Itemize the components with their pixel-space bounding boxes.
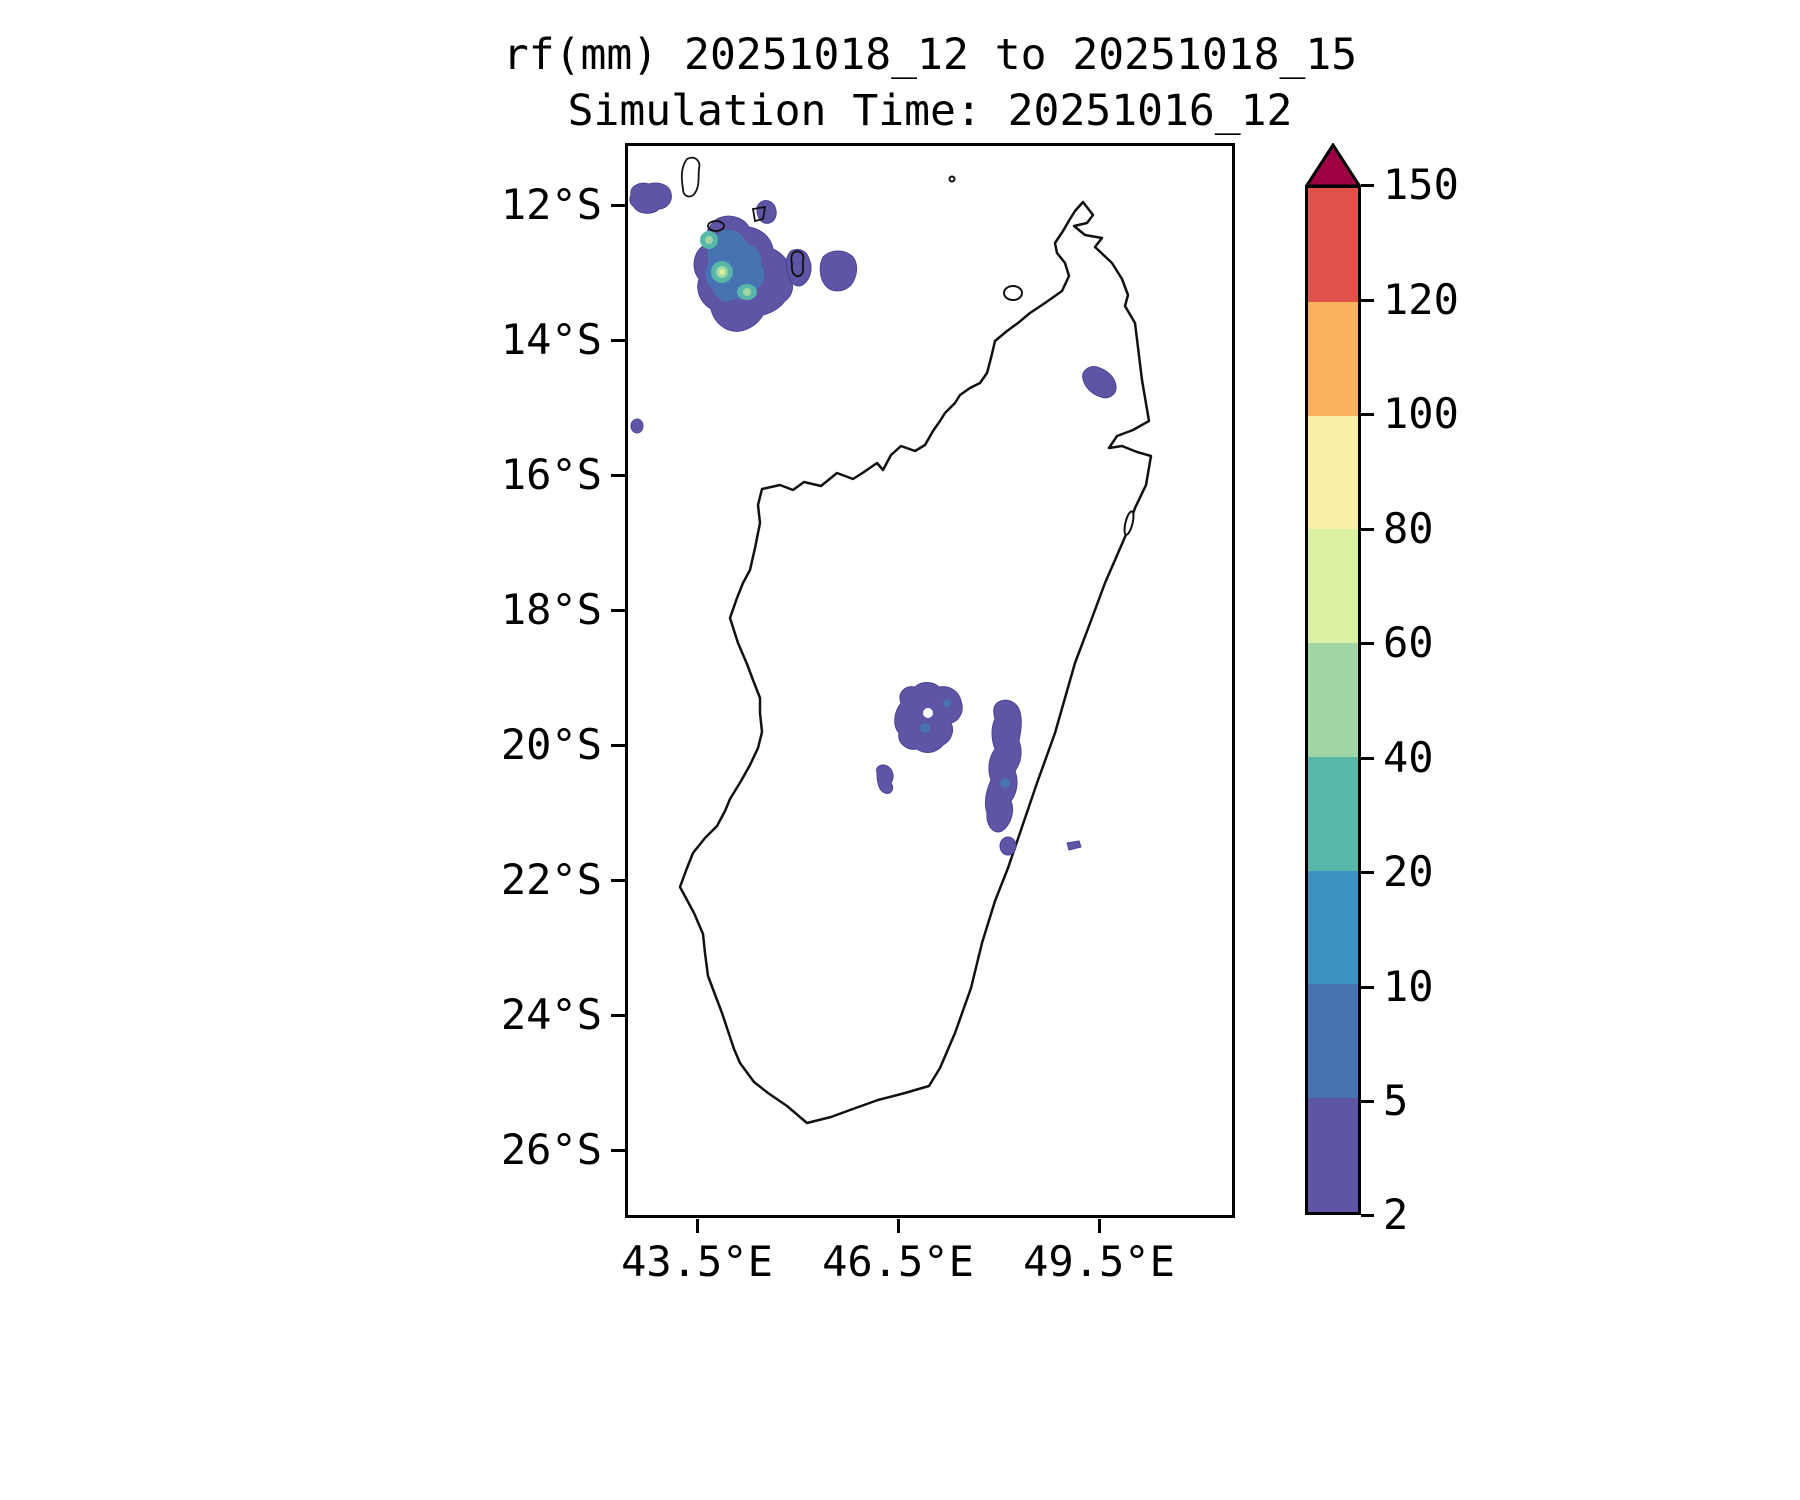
y-tick-mark [611, 879, 625, 882]
colorbar [1305, 143, 1361, 1215]
colorbar-tick-label: 60 [1383, 618, 1434, 667]
colorbar-tick-label: 20 [1383, 847, 1434, 896]
y-tick-label: 20°S [500, 720, 602, 769]
colorbar-tick-mark [1361, 299, 1374, 302]
x-tick-mark [897, 1219, 900, 1233]
x-tick-mark [1098, 1219, 1101, 1233]
colorbar-tick-mark [1361, 1214, 1374, 1217]
y-tick-mark [611, 744, 625, 747]
colorbar-segment-80-100 [1308, 415, 1358, 530]
y-tick-mark [611, 1149, 625, 1152]
colorbar-tick-label: 10 [1383, 962, 1434, 1011]
colorbar-tick-mark [1361, 757, 1374, 760]
nosy-be-island [1003, 285, 1023, 301]
grande-comore-outline [680, 156, 701, 198]
plot-title: rf(mm) 20251018_12 to 20251018_15 [502, 30, 1358, 80]
y-tick-mark [611, 609, 625, 612]
map-plot [625, 143, 1235, 1218]
colorbar-tick-label: 40 [1383, 733, 1434, 782]
x-tick-mark [696, 1219, 699, 1233]
y-tick-label: 16°S [500, 450, 602, 499]
x-tick-label: 49.5°E [1023, 1237, 1175, 1286]
rain-patch-2mm [999, 836, 1017, 856]
rain-core-5mm [1000, 778, 1010, 788]
comoros-island-outlines [680, 156, 805, 278]
colorbar-segment-2-5 [1308, 1098, 1358, 1213]
colorbar-tick-mark [1361, 986, 1374, 989]
colorbar-extend-triangle [1305, 143, 1361, 186]
colorbar-segment-5-10 [1308, 984, 1358, 1099]
colorbar-tick-label: 100 [1383, 389, 1459, 438]
rain-patch-2mm [630, 418, 644, 434]
colorbar-tick-mark [1361, 528, 1374, 531]
rain-cluster-comoros [629, 182, 858, 332]
y-tick-label: 22°S [500, 855, 602, 904]
y-tick-mark [611, 1014, 625, 1017]
colorbar-segment-60-80 [1308, 529, 1358, 644]
plot-subtitle: Simulation Time: 20251016_12 [567, 86, 1293, 136]
mayotte-outline [790, 250, 805, 278]
anjouan-outline [751, 205, 767, 223]
rain-core-40mm [705, 236, 713, 244]
moheli-outline [707, 220, 725, 232]
colorbar-segment-120-150 [1308, 188, 1358, 302]
rain-core-5mm [920, 723, 930, 733]
rain-core-60mm [719, 269, 725, 275]
rain-cluster-central [876, 682, 1082, 856]
y-tick-mark [611, 204, 625, 207]
colorbar-tick-label: 2 [1383, 1190, 1409, 1239]
colorbar-segment-20-40 [1308, 756, 1358, 871]
colorbar-segment-40-60 [1308, 643, 1358, 757]
colorbar-tick-mark [1361, 871, 1374, 874]
y-tick-label: 18°S [500, 585, 602, 634]
rain-patch-2mm [756, 200, 777, 224]
y-tick-label: 26°S [500, 1125, 602, 1174]
colorbar-tick-label: 150 [1383, 160, 1459, 209]
y-tick-label: 14°S [500, 315, 602, 364]
colorbar-scale [1305, 185, 1361, 1215]
y-tick-label: 12°S [500, 180, 602, 229]
colorbar-tick-label: 5 [1383, 1076, 1409, 1125]
colorbar-tick-mark [1361, 184, 1374, 187]
rain-hole [923, 708, 933, 718]
rain-core-5mm [943, 699, 951, 707]
rain-patch-2mm [1082, 366, 1117, 399]
x-tick-label: 43.5°E [621, 1237, 773, 1286]
colorbar-tick-mark [1361, 413, 1374, 416]
colorbar-segment-10-20 [1308, 870, 1358, 985]
x-tick-label: 46.5°E [822, 1237, 974, 1286]
rain-patch-2mm [876, 764, 894, 794]
colorbar-tick-mark [1361, 642, 1374, 645]
islet-north [948, 175, 956, 183]
colorbar-tick-mark [1361, 1100, 1374, 1103]
colorbar-tick-label: 120 [1383, 275, 1459, 324]
sainte-marie-island [1123, 510, 1135, 536]
y-tick-label: 24°S [500, 990, 602, 1039]
colorbar-tick-label: 80 [1383, 504, 1434, 553]
rain-patch-2mm [785, 248, 812, 287]
rain-patch-2mm [819, 250, 858, 292]
y-tick-mark [611, 339, 625, 342]
colorbar-segment-100-120 [1308, 301, 1358, 416]
madagascar-coastline [678, 200, 1153, 1125]
rain-patch-2mm [984, 699, 1022, 833]
rain-patch-2mm [1066, 840, 1082, 851]
rain-patch-2mm [629, 182, 672, 214]
rain-core-40mm [743, 288, 751, 296]
y-tick-mark [611, 474, 625, 477]
axes-box [625, 143, 1235, 1218]
rain-patch-5mm [705, 229, 765, 302]
